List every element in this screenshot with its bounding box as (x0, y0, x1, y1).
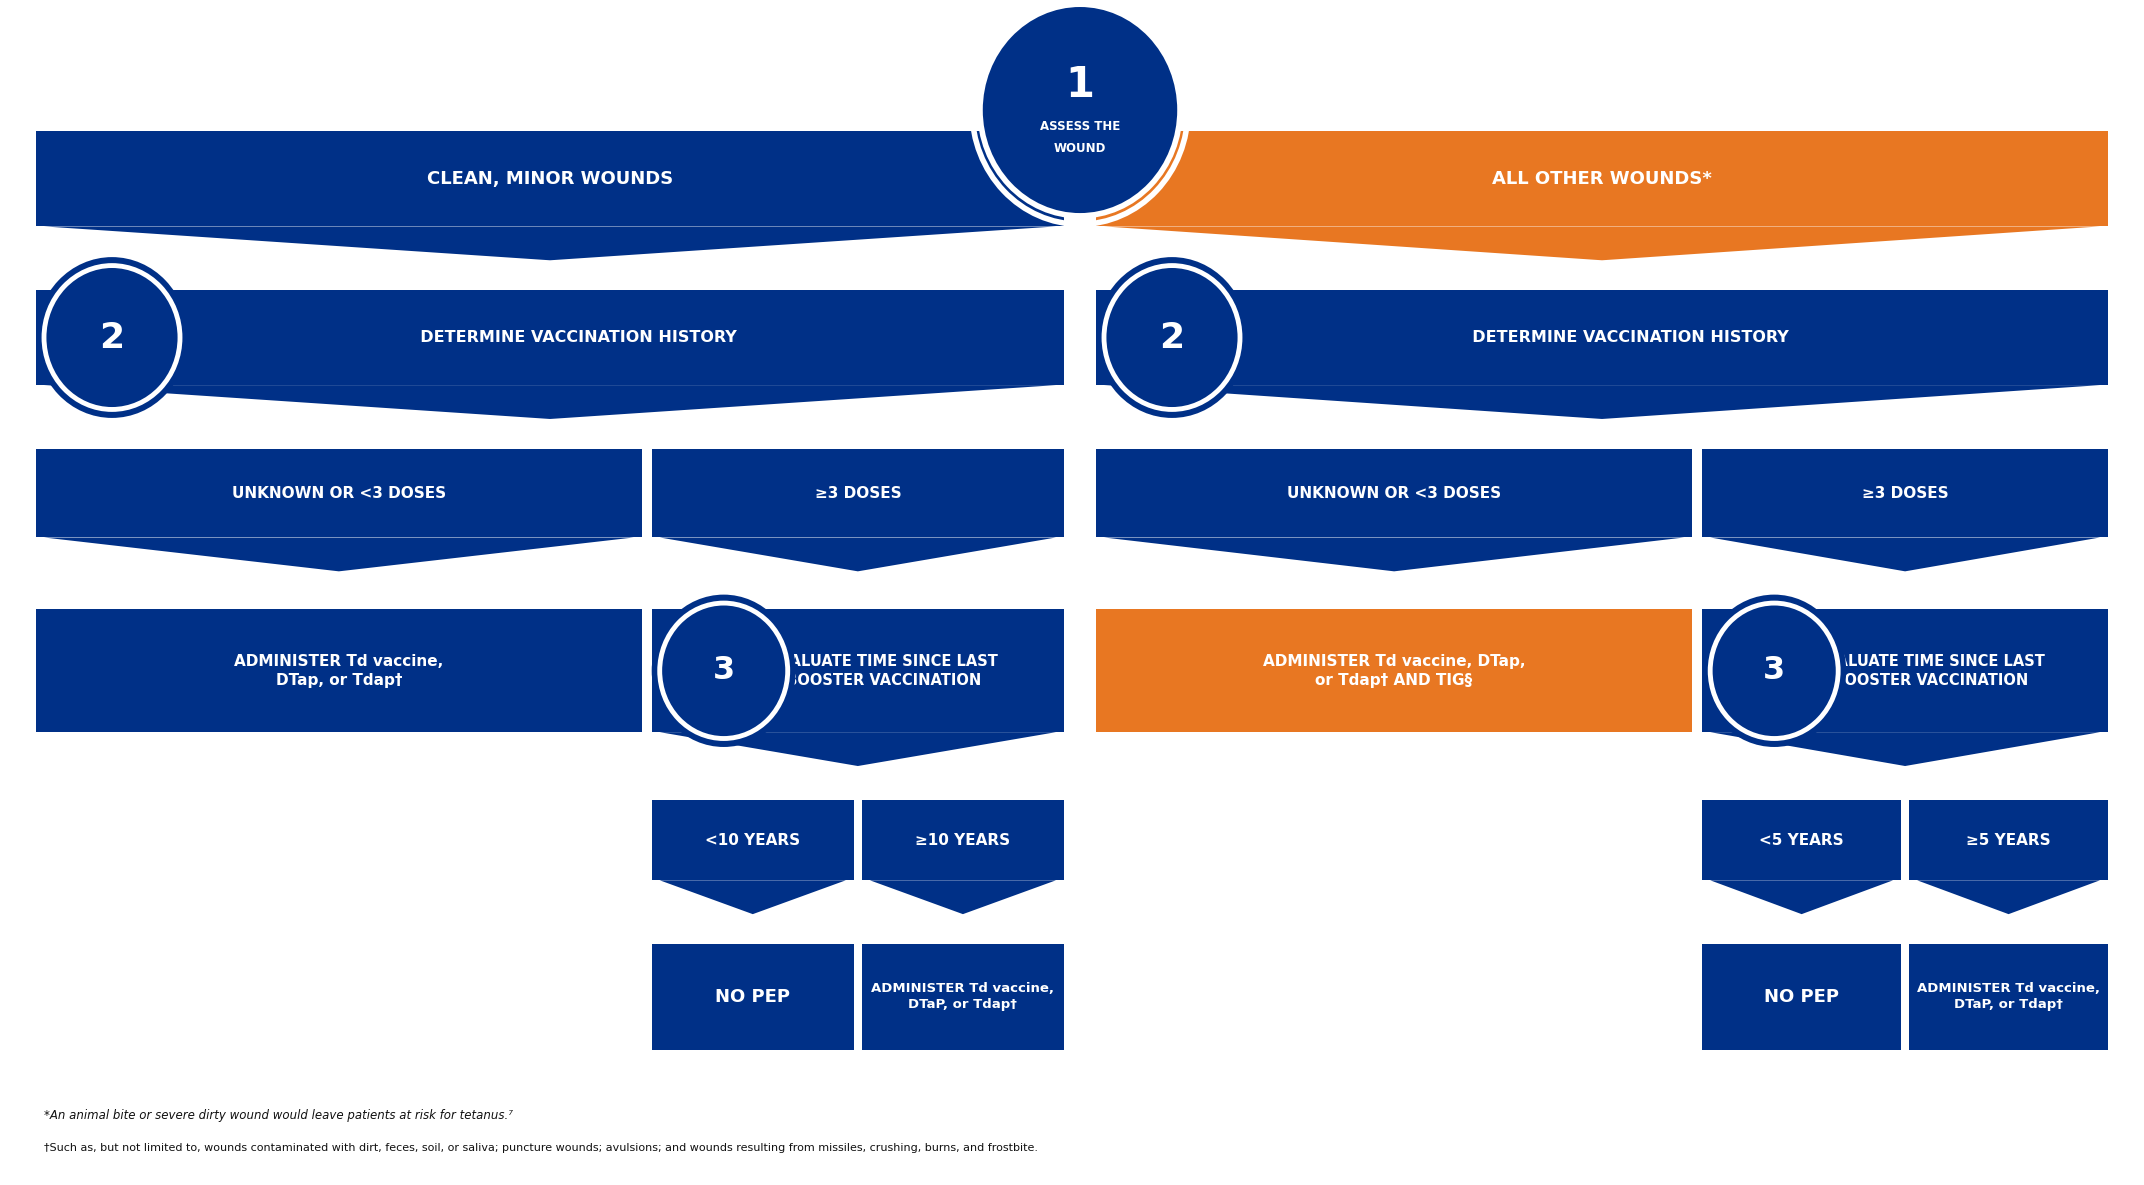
Text: ALL OTHER WOUNDS*: ALL OTHER WOUNDS* (1492, 169, 1711, 187)
Bar (1096, 132, 2108, 226)
Text: WOUND: WOUND (1055, 142, 1106, 154)
Polygon shape (1104, 385, 2099, 419)
Circle shape (652, 595, 795, 747)
Text: ≥5 YEARS: ≥5 YEARS (1966, 833, 2052, 847)
Text: <10 YEARS: <10 YEARS (705, 833, 800, 847)
Polygon shape (660, 732, 1057, 766)
Polygon shape (45, 385, 1057, 419)
Bar (1702, 609, 2108, 732)
Circle shape (45, 265, 180, 410)
Text: ≥10 YEARS: ≥10 YEARS (915, 833, 1010, 847)
Bar (652, 609, 1063, 732)
Text: ASSESS THE: ASSESS THE (1040, 121, 1119, 134)
Polygon shape (1711, 538, 2099, 571)
Bar (36, 132, 1063, 226)
Bar (652, 943, 853, 1050)
Text: UNKNOWN OR <3 DOSES: UNKNOWN OR <3 DOSES (232, 486, 446, 500)
Text: ADMINISTER Td vaccine, DTap,
or Tdap† AND TIG§: ADMINISTER Td vaccine, DTap, or Tdap† AN… (1263, 654, 1524, 687)
Circle shape (660, 603, 787, 738)
Text: *An animal bite or severe dirty wound would leave patients at risk for tetanus.⁷: *An animal bite or severe dirty wound wo… (45, 1109, 512, 1122)
Polygon shape (870, 880, 1057, 914)
Text: ADMINISTER Td vaccine,
DTaP, or Tdap†: ADMINISTER Td vaccine, DTaP, or Tdap† (870, 982, 1055, 1011)
Text: <5 YEARS: <5 YEARS (1760, 833, 1844, 847)
Text: 2: 2 (1160, 320, 1186, 354)
Text: †Such as, but not limited to, wounds contaminated with dirt, feces, soil, or sal: †Such as, but not limited to, wounds con… (45, 1142, 1038, 1153)
Polygon shape (1104, 226, 2099, 261)
Text: DETERMINE VACCINATION HISTORY: DETERMINE VACCINATION HISTORY (1415, 329, 1788, 345)
Bar (1702, 449, 2108, 538)
Bar (862, 943, 1063, 1050)
Text: ≥3 DOSES: ≥3 DOSES (1861, 486, 1949, 500)
Bar (36, 290, 1063, 385)
Bar (1908, 800, 2108, 880)
Text: NO PEP: NO PEP (1765, 987, 1840, 1006)
Circle shape (36, 257, 189, 418)
Bar (652, 449, 1063, 538)
Bar (1908, 943, 2108, 1050)
Bar (1096, 290, 2108, 385)
Text: 3: 3 (712, 655, 735, 686)
Text: DETERMINE VACCINATION HISTORY: DETERMINE VACCINATION HISTORY (364, 329, 735, 345)
Text: 2: 2 (99, 320, 124, 354)
Bar (36, 449, 641, 538)
Bar (1096, 609, 1692, 732)
Text: ≥3 DOSES: ≥3 DOSES (815, 486, 900, 500)
Polygon shape (45, 538, 635, 571)
Circle shape (1096, 257, 1248, 418)
Bar (1702, 800, 1902, 880)
Polygon shape (1917, 880, 2099, 914)
Text: 3: 3 (1762, 655, 1786, 686)
Polygon shape (1104, 538, 1685, 571)
Polygon shape (660, 880, 847, 914)
Bar (652, 800, 853, 880)
Polygon shape (1711, 732, 2099, 766)
Text: UNKNOWN OR <3 DOSES: UNKNOWN OR <3 DOSES (1286, 486, 1501, 500)
Circle shape (1711, 603, 1837, 738)
Polygon shape (45, 226, 1057, 261)
Text: CLEAN, MINOR WOUNDS: CLEAN, MINOR WOUNDS (427, 169, 673, 187)
Bar (36, 609, 641, 732)
Text: EVALUATE TIME SINCE LAST
          BOOSTER VACCINATION: EVALUATE TIME SINCE LAST BOOSTER VACCINA… (1765, 654, 2045, 687)
Bar (862, 800, 1063, 880)
Text: ADMINISTER Td vaccine,
DTaP, or Tdap†: ADMINISTER Td vaccine, DTaP, or Tdap† (1917, 982, 2099, 1011)
Text: EVALUATE TIME SINCE LAST
          BOOSTER VACCINATION: EVALUATE TIME SINCE LAST BOOSTER VACCINA… (718, 654, 997, 687)
Polygon shape (660, 538, 1057, 571)
Bar (1702, 943, 1902, 1050)
Circle shape (1104, 265, 1239, 410)
Polygon shape (1711, 880, 1893, 914)
Circle shape (980, 5, 1179, 216)
Bar (1096, 449, 1692, 538)
Circle shape (1702, 595, 1846, 747)
Text: NO PEP: NO PEP (716, 987, 791, 1006)
Text: ADMINISTER Td vaccine,
DTap, or Tdap†: ADMINISTER Td vaccine, DTap, or Tdap† (234, 654, 444, 687)
Text: 1: 1 (1066, 64, 1093, 105)
